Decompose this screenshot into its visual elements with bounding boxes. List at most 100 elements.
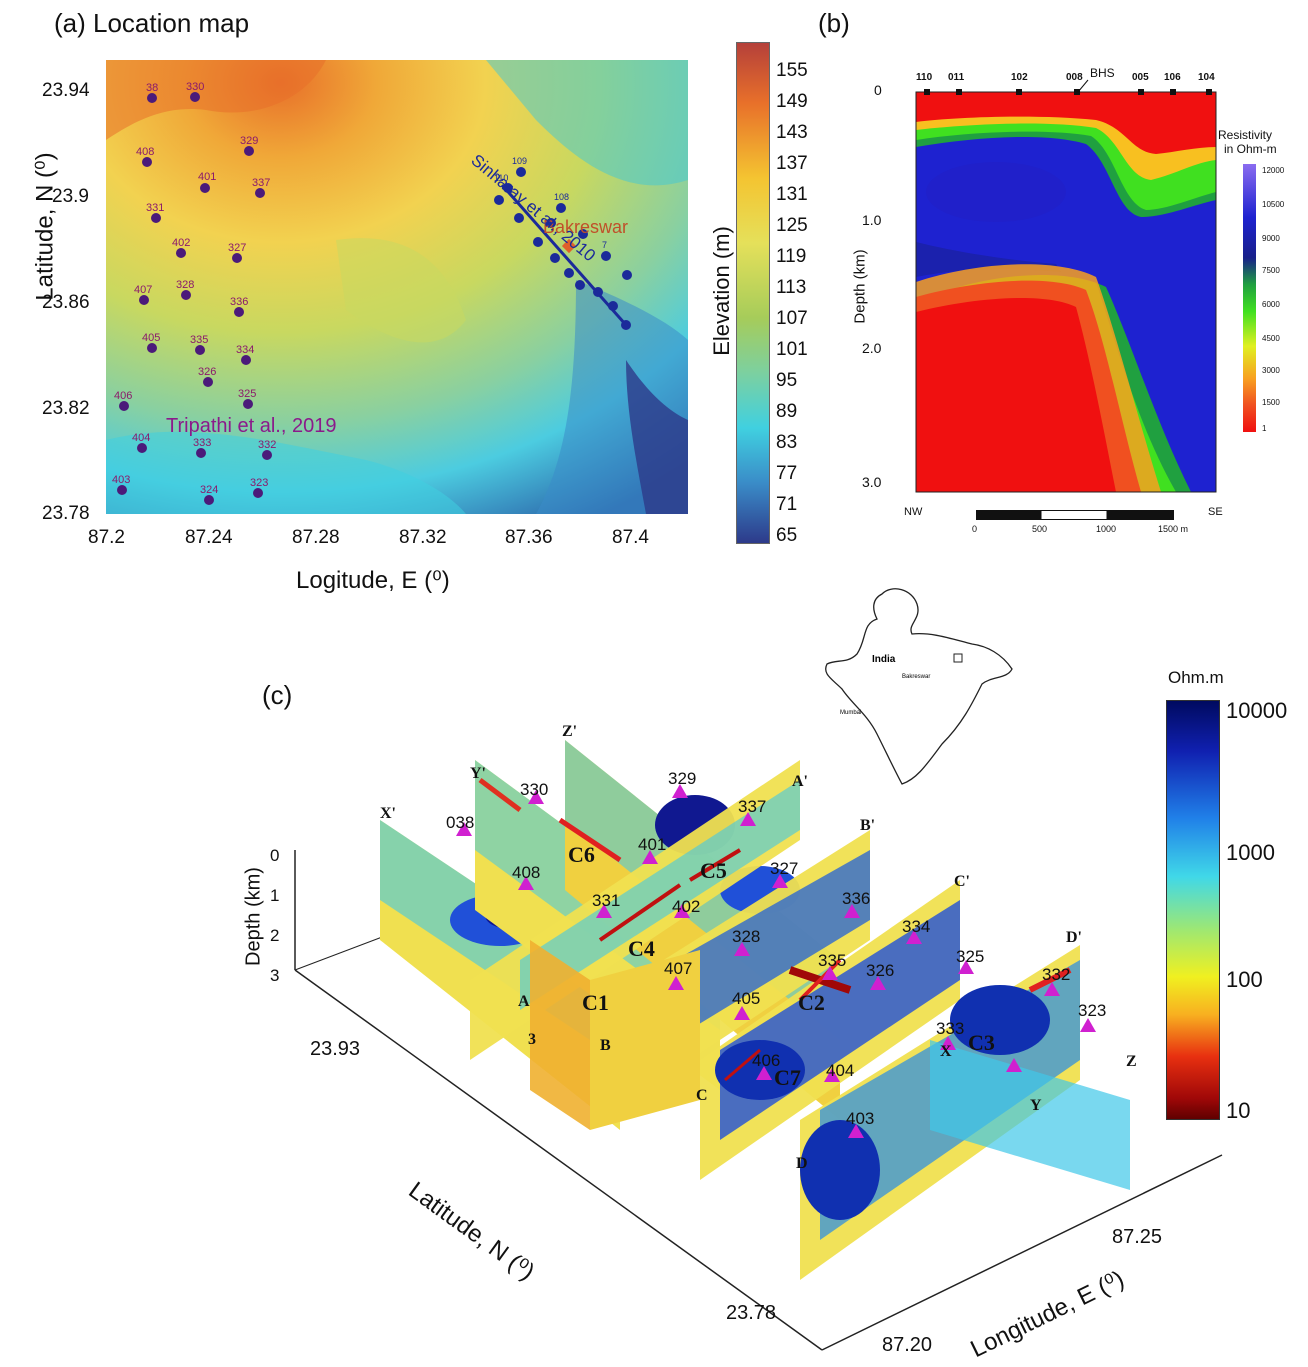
svg-text:331: 331 (592, 891, 620, 910)
svg-text:331: 331 (146, 202, 164, 214)
svg-text:C4: C4 (628, 936, 655, 961)
svg-text:336: 336 (230, 296, 248, 308)
bakreswar-label: Bakreswar (543, 217, 628, 237)
resistivity-title-1: Resistivity (1218, 128, 1273, 142)
svg-text:406: 406 (752, 1051, 780, 1070)
svg-text:325: 325 (238, 388, 256, 400)
svg-text:337: 337 (252, 177, 270, 189)
c-lat-tick: 23.93 (310, 1038, 361, 1060)
svg-text:323: 323 (250, 477, 268, 489)
inset-bakreswar-label: Bakreswar (902, 674, 930, 680)
svg-text:C7: C7 (774, 1065, 801, 1090)
india-inset-map: India Bakreswar Mumbai (825, 588, 1013, 785)
c-depth-tick: 3 (270, 966, 280, 985)
profile-line-sinharay (500, 184, 628, 326)
svg-text:B: B (600, 1037, 611, 1054)
svg-text:335: 335 (818, 951, 846, 970)
bakreswar-marker (561, 238, 577, 254)
svg-text:337: 337 (738, 797, 766, 816)
svg-text:327: 327 (770, 859, 798, 878)
svg-text:330: 330 (520, 780, 548, 799)
ohm-tick: 10000 (1226, 698, 1288, 723)
station-markers (117, 92, 272, 505)
svg-text:C: C (696, 1087, 708, 1104)
svg-text:Y': Y' (470, 765, 486, 782)
svg-text:C5: C5 (700, 858, 727, 883)
a-ytick: 23.94 (42, 80, 90, 101)
svg-text:108: 108 (554, 192, 569, 202)
ohm-colorbar (1166, 700, 1220, 1120)
a-ytick: 23.9 (52, 186, 89, 207)
svg-text:402: 402 (172, 237, 190, 249)
fence-diagram-3d: 038 330 329 337 408 401 327 336 331 402 … (294, 723, 1223, 1351)
a-ytick: 23.78 (42, 503, 90, 524)
a-xtick: 87.24 (185, 527, 233, 548)
svg-text:405: 405 (732, 989, 760, 1008)
fence-slices (380, 740, 1130, 1280)
a-xtick: 87.36 (505, 527, 553, 548)
svg-text:334: 334 (236, 344, 254, 356)
profile-station-labels: 109 110 108 7 (494, 156, 607, 250)
svg-text:038: 038 (446, 813, 474, 832)
svg-text:B': B' (860, 817, 875, 834)
svg-text:408: 408 (136, 146, 154, 158)
svg-text:328: 328 (732, 927, 760, 946)
svg-text:323: 323 (1078, 1001, 1106, 1020)
se-label: SE (1208, 506, 1223, 518)
c-lon-tick: 87.20 (882, 1334, 933, 1356)
svg-text:406: 406 (114, 390, 132, 402)
svg-text:C3: C3 (968, 1030, 995, 1055)
a-xtick: 87.2 (88, 527, 125, 548)
a-xtick: 87.32 (399, 527, 447, 548)
svg-text:326: 326 (198, 366, 216, 378)
inset-mumbai-label: Mumbai (840, 710, 861, 716)
b-ytick: 2.0 (862, 340, 882, 356)
panel-b-title: (b) (818, 8, 850, 38)
a-xtick: 87.28 (292, 527, 340, 548)
conductor-labels: C6 C5 C4 C1 C2 C3 C7 (568, 842, 995, 1090)
svg-text:333: 333 (936, 1019, 964, 1038)
bhs-label: BHS (1090, 66, 1115, 80)
elevation-colorbar-title: Elevation (m) (709, 226, 734, 356)
svg-text:C6: C6 (568, 842, 595, 867)
svg-text:332: 332 (258, 439, 276, 451)
b-ytick: 3.0 (862, 474, 882, 490)
a-xtick: 87.4 (612, 527, 649, 548)
svg-text:X: X (940, 1043, 952, 1060)
a-x-axis-title: Logitude, E (⁰) (296, 567, 450, 594)
svg-text:X': X' (380, 805, 396, 822)
station-triangles (456, 784, 1096, 1138)
svg-text:Z': Z' (562, 723, 577, 740)
svg-text:334: 334 (902, 917, 930, 936)
profile-station-markers (494, 167, 632, 330)
svg-text:C2: C2 (798, 990, 825, 1015)
svg-text:38: 38 (146, 82, 158, 94)
svg-text:Z: Z (1126, 1053, 1137, 1070)
b-ytick: 1.0 (862, 212, 882, 228)
elevation-colorbar (736, 42, 770, 544)
profile-end-labels: X' Y' Z' A' B' C' D' A B C D X Y Z 3 (380, 723, 1137, 1172)
svg-text:3: 3 (528, 1031, 536, 1048)
svg-text:404: 404 (132, 432, 150, 444)
c-depth-axis-title: Depth (km) (242, 867, 265, 966)
tripathi-label: Tripathi et al., 2019 (166, 415, 336, 437)
svg-text:401: 401 (638, 835, 666, 854)
svg-text:325: 325 (956, 947, 984, 966)
resistivity-title-2: in Ohm-m (1224, 142, 1277, 156)
panel-c-title: (c) (262, 680, 293, 710)
svg-text:C1: C1 (582, 990, 609, 1015)
b-ytick: 0 (874, 82, 882, 98)
svg-text:408: 408 (512, 863, 540, 882)
svg-text:D': D' (1066, 929, 1082, 946)
svg-text:7: 7 (602, 240, 607, 250)
resistivity-section (915, 79, 1217, 493)
svg-text:D: D (796, 1155, 808, 1172)
c-lon-tick: 87.25 (1112, 1226, 1163, 1248)
station-labels: 38 330 408 329 401 337 331 402 327 407 328 336… (112, 81, 276, 496)
svg-text:332: 332 (1042, 965, 1070, 984)
inset-india-label: India (872, 654, 896, 665)
svg-text:A: A (518, 993, 530, 1010)
scale-bar (976, 510, 1174, 520)
a-ytick: 23.82 (42, 398, 90, 419)
svg-text:324: 324 (200, 484, 218, 496)
